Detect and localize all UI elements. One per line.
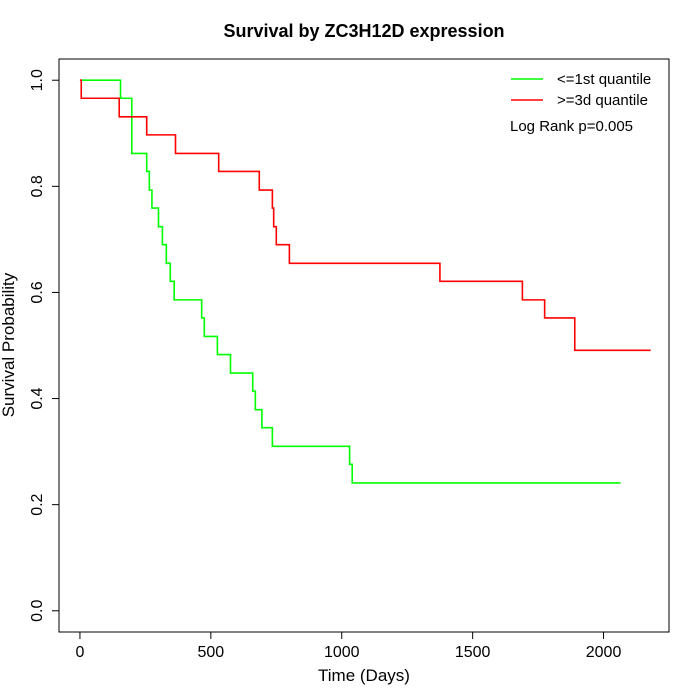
x-tick-label: 1500: [455, 644, 491, 661]
x-axis: 0 500 1000 1500 2000: [75, 631, 622, 661]
log-rank-annotation: Log Rank p=0.005: [510, 118, 633, 135]
legend-label-1: <=1st quantile: [557, 71, 651, 88]
y-tick-label: 0.4: [29, 387, 46, 409]
x-tick-label: 500: [197, 644, 224, 661]
y-tick-label: 0.2: [29, 493, 46, 515]
series-layer: [79, 79, 651, 484]
y-tick-label: 0.0: [29, 600, 46, 622]
y-tick-label: 1.0: [29, 69, 46, 91]
y-axis: 0.0 0.2 0.4 0.6 0.8 1.0: [29, 69, 60, 622]
y-axis-label: Survival Probability: [0, 272, 18, 417]
series-line-2: [79, 79, 651, 352]
x-tick-label: 1000: [324, 644, 360, 661]
y-tick-label: 0.6: [29, 281, 46, 303]
x-tick-label: 0: [75, 644, 84, 661]
x-axis-label: Time (Days): [318, 666, 410, 685]
y-tick-label: 0.8: [29, 175, 46, 197]
legend-label-2: >=3d quantile: [557, 92, 648, 109]
x-tick-label: 2000: [586, 644, 622, 661]
legend: <=1st quantile >=3d quantile: [511, 71, 651, 109]
plot-frame: [58, 58, 670, 633]
chart-title: Survival by ZC3H12D expression: [223, 21, 504, 41]
series-line-1: [79, 79, 621, 484]
